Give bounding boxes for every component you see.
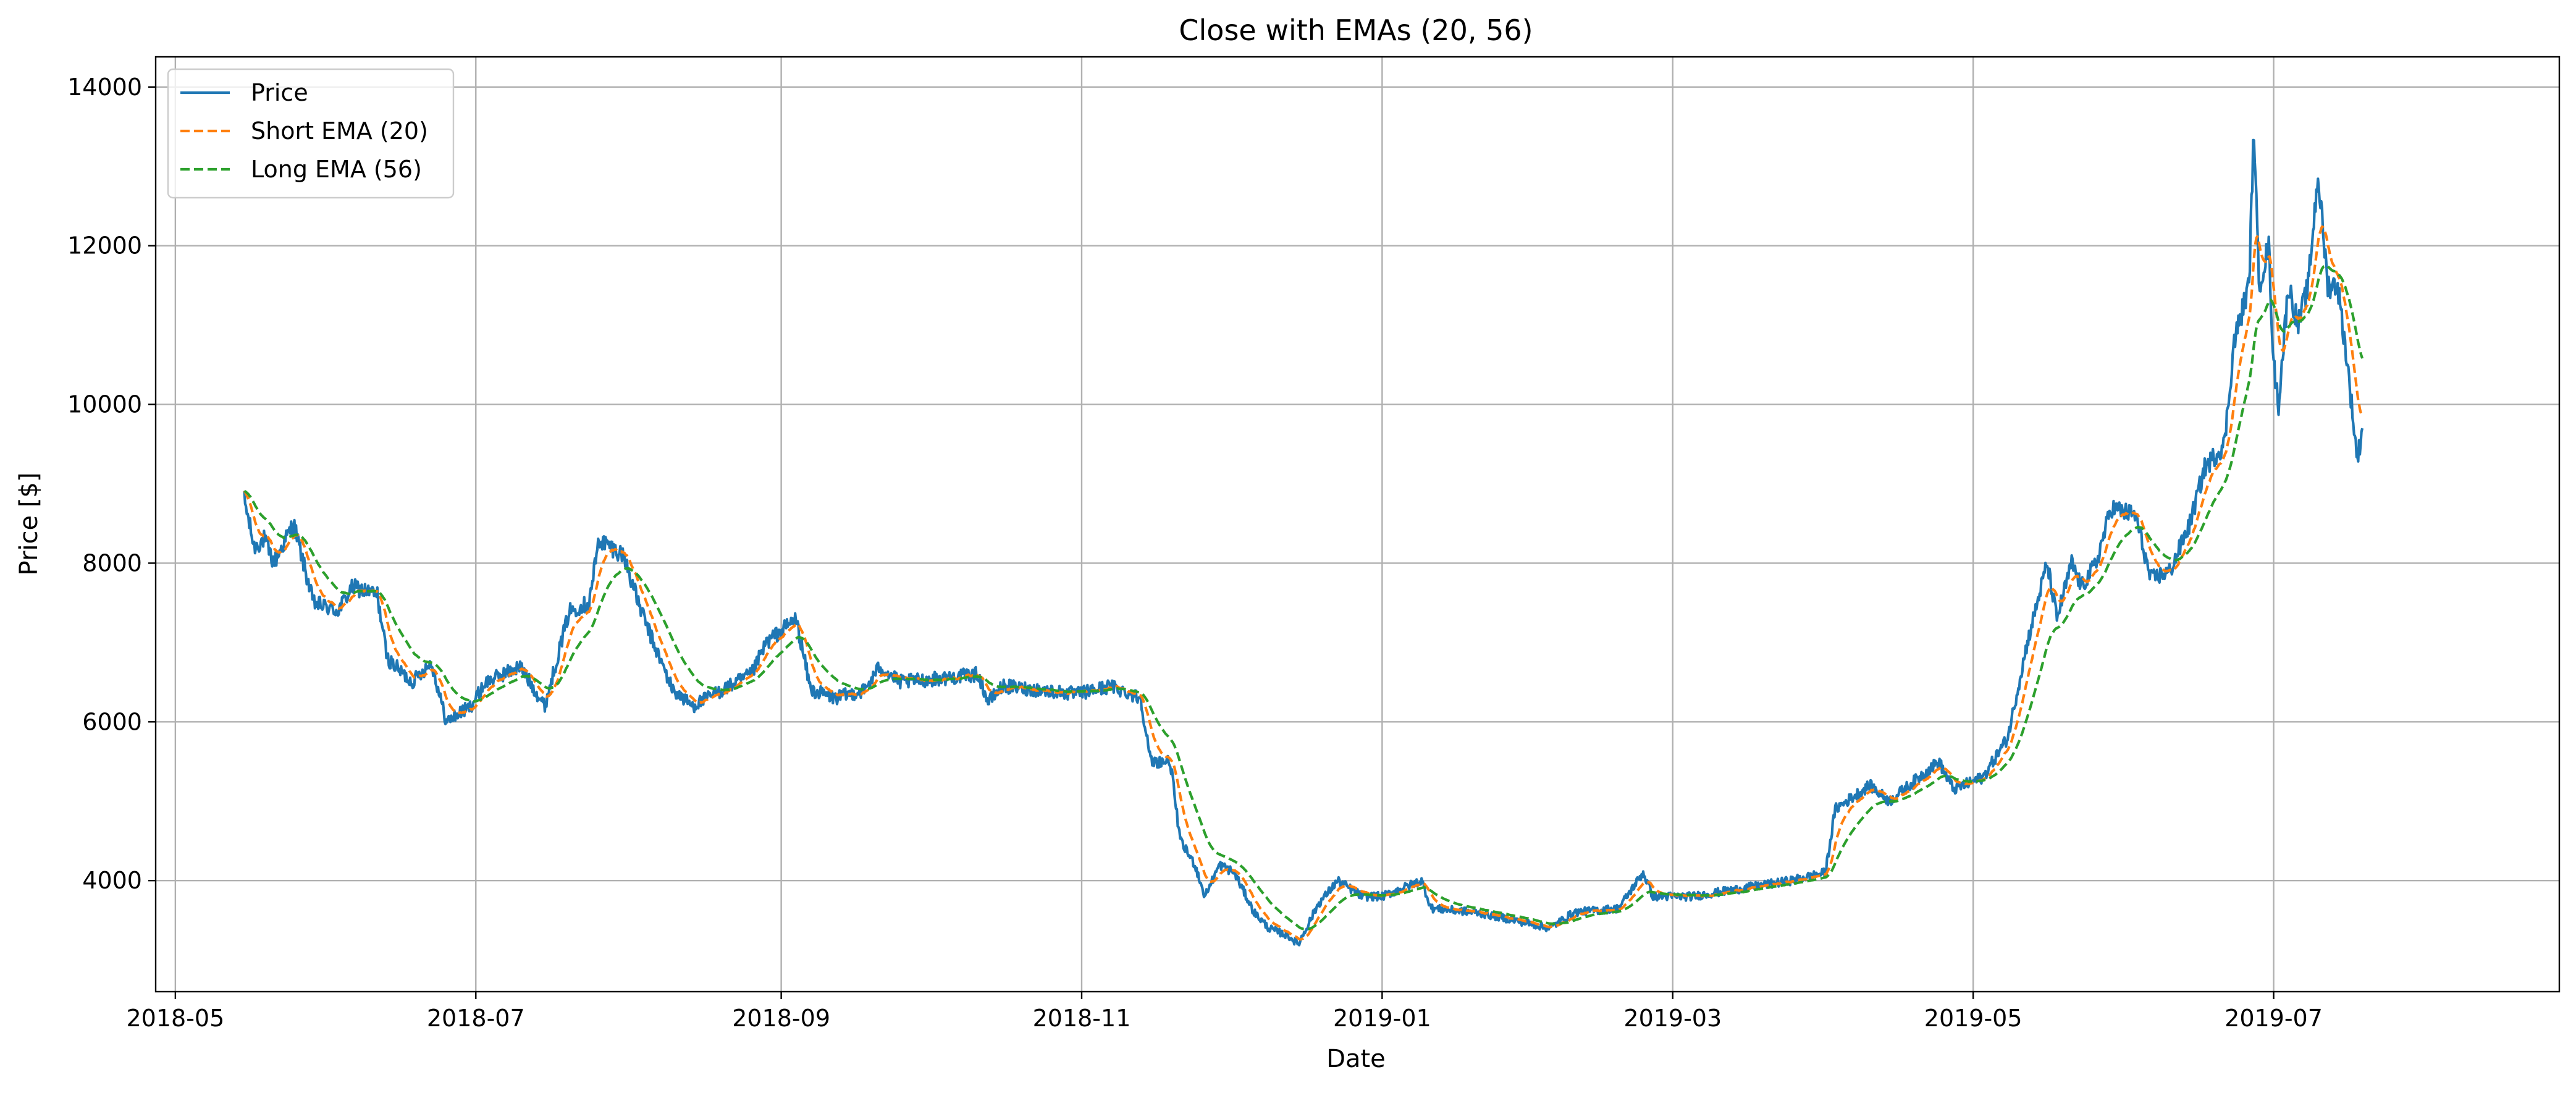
y-tick-label: 6000: [82, 708, 142, 735]
x-tick-label: 2018-09: [732, 1005, 830, 1032]
series-line-price: [243, 138, 2364, 947]
grid-lines: [156, 57, 2559, 992]
series-layer: [243, 138, 2364, 947]
series-line-long: [243, 264, 2364, 931]
legend: Price Short EMA (20) Long EMA (56): [167, 68, 455, 199]
y-tick-label: 10000: [67, 391, 142, 418]
legend-label: Price: [251, 79, 308, 106]
y-tick-label: 12000: [67, 232, 142, 260]
legend-label: Long EMA (56): [251, 156, 422, 183]
legend-box: [167, 68, 455, 199]
chart-title: Close with EMAs (20, 56): [1179, 14, 1533, 47]
x-tick-label: 2018-07: [427, 1005, 525, 1032]
plot-frame: [154, 56, 2561, 993]
series-line-short: [243, 225, 2363, 941]
y-tick-label: 8000: [82, 549, 142, 576]
x-tick-label: 2018-05: [127, 1005, 225, 1032]
x-axis: 2018-05 2018-07 2018-09 2018-11 2019-01 2019-…: [127, 992, 2323, 1032]
x-tick-label: 2019-05: [1924, 1005, 2022, 1032]
x-tick-label: 2019-07: [2225, 1005, 2323, 1032]
x-tick-label: 2019-01: [1333, 1005, 1431, 1032]
x-tick-label: 2018-11: [1033, 1005, 1131, 1032]
y-tick-label: 14000: [67, 74, 142, 101]
legend-label: Short EMA (20): [251, 117, 428, 145]
y-axis-label: Price [$]: [15, 473, 43, 576]
x-axis-label: Date: [1326, 1045, 1386, 1073]
x-tick-label: 2019-03: [1623, 1005, 1722, 1032]
y-tick-label: 4000: [82, 867, 142, 894]
y-axis: 4000 6000 8000 10000 12000 14000: [67, 74, 156, 894]
